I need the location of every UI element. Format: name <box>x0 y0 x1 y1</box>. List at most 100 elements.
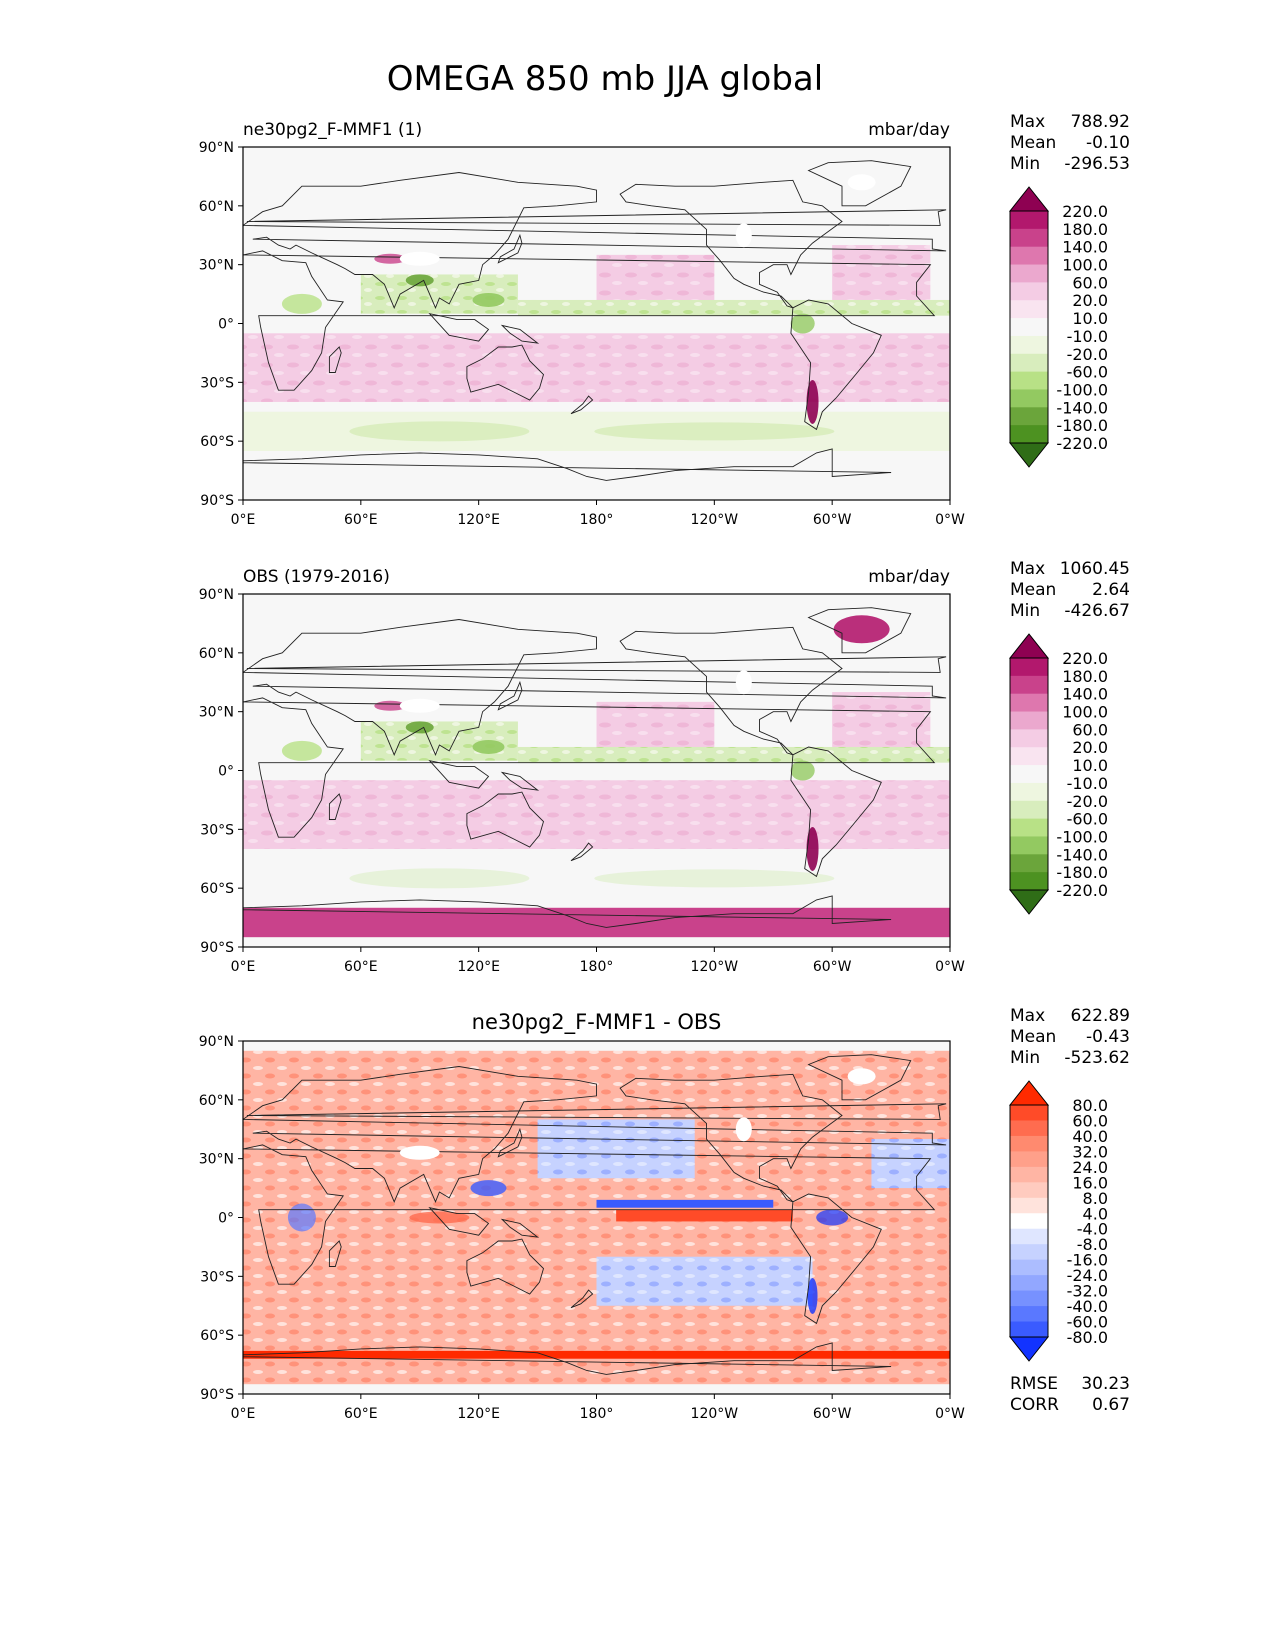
colorbar-segment <box>1010 335 1048 355</box>
colorbar-label: -8.0 <box>1077 1235 1108 1254</box>
colorbar-segment <box>1010 1321 1048 1338</box>
colorbar-label: 24.0 <box>1072 1158 1108 1177</box>
lat-tick-label: 90°N <box>199 140 234 156</box>
stat-label-min: Min <box>1010 601 1040 621</box>
colorbar-extend-min <box>1008 889 1050 915</box>
coastline-newguinea <box>500 771 540 791</box>
subsidence-spot <box>806 379 819 424</box>
colorbar-test: 220.0180.0140.0100.060.020.010.0-10.0-20… <box>1008 186 1108 468</box>
panels: ne30pg2_F-MMF1 (1) mbar/day 90°N 60°N 30°N 0°… <box>199 112 1130 1422</box>
stat-value-mean: -0.10 <box>1086 133 1130 153</box>
colorbar-label: 16.0 <box>1072 1173 1108 1192</box>
colorbar-label: 8.0 <box>1083 1189 1108 1208</box>
coastline-greenland <box>807 160 912 207</box>
negative-spot <box>470 1180 507 1197</box>
colorbar-segment <box>1010 246 1048 266</box>
colorbar-segment <box>1010 211 1048 230</box>
colorbar-label: 10.0 <box>1072 756 1108 775</box>
colorbar-label: 100.0 <box>1062 703 1108 722</box>
colorbar-segment <box>1010 1151 1048 1168</box>
antarctic-edge-positive <box>243 1350 950 1359</box>
colorbar-segment <box>1010 1306 1048 1323</box>
lon-tick-label: 60°E <box>344 959 378 975</box>
colorbar-diff: 80.060.040.032.024.016.08.04.0-4.0-8.0-1… <box>1008 1080 1108 1362</box>
itcz-band <box>517 746 950 763</box>
colorbar-segment <box>1010 1228 1048 1245</box>
colorbar-label: -60.0 <box>1067 1313 1108 1332</box>
colorbar-label: 180.0 <box>1062 220 1108 239</box>
colorbar-label: 80.0 <box>1072 1096 1108 1115</box>
colorbar-segment <box>1010 1135 1048 1152</box>
colorbar-segment <box>1010 675 1048 695</box>
coastline-eurasia <box>243 1066 947 1203</box>
negative-spot <box>807 1277 818 1314</box>
stat-value-max: 788.92 <box>1071 112 1130 132</box>
map-field-ref <box>243 594 950 947</box>
stat-label-corr: CORR <box>1010 1395 1059 1415</box>
itcz-band <box>517 299 950 316</box>
coastline-uk <box>246 1103 947 1120</box>
coastline-greenland <box>807 607 912 654</box>
lat-tick-label: 90°S <box>200 1387 234 1403</box>
panel-diff: ne30pg2_F-MMF1 - OBS 90°N 60°N 30°N 0° 30°S 60… <box>199 1006 1130 1422</box>
colorbar-label: 60.0 <box>1072 273 1108 292</box>
panel-test: ne30pg2_F-MMF1 (1) mbar/day 90°N 60°N 30°N 0°… <box>199 112 1130 528</box>
diff-negative-field <box>537 1119 695 1179</box>
colorbar-extend-max <box>1008 186 1050 212</box>
colorbar-label: -180.0 <box>1056 416 1108 435</box>
lon-tick-label: 60°W <box>813 959 852 975</box>
coastline-antarctic <box>243 1342 892 1394</box>
stat-value-mean: 2.64 <box>1092 580 1130 600</box>
missing-data-area <box>399 1145 440 1160</box>
negative-spot <box>287 1203 316 1232</box>
colorbar-segment <box>1010 282 1048 301</box>
colorbar-frame <box>1009 657 1049 891</box>
figure-title: OMEGA 850 mb JJA global <box>387 59 823 99</box>
subsidence-band-atlantic <box>832 245 931 304</box>
lat-tick-label: 30°S <box>200 1269 234 1285</box>
missing-data-area <box>847 174 876 191</box>
colorbar-extend-min <box>1008 1336 1050 1362</box>
stat-label-max: Max <box>1010 1006 1045 1026</box>
colorbar-segment <box>1010 782 1048 802</box>
stat-label-mean: Mean <box>1010 133 1056 153</box>
colorbar-segment <box>1010 1120 1048 1137</box>
colorbar-segment <box>1010 353 1048 373</box>
coastline-indonesia <box>428 759 490 789</box>
lon-tick-label: 60°E <box>344 512 378 528</box>
coastline-japan <box>497 680 523 711</box>
subsidence-spot <box>374 700 407 711</box>
colorbar-segment <box>1010 425 1048 444</box>
ascent-spot <box>472 739 505 754</box>
lon-tick-label: 120°W <box>691 512 739 528</box>
colorbar-label: 32.0 <box>1072 1142 1108 1161</box>
negative-spot <box>816 1209 849 1226</box>
colorbar-label: -220.0 <box>1056 434 1108 453</box>
coastline-madagascar <box>328 346 342 373</box>
stat-value-max: 1060.45 <box>1060 559 1130 579</box>
lon-tick-label: 0°W <box>935 1406 965 1422</box>
ascent-spot <box>405 274 434 287</box>
lon-tick-label: 0°E <box>231 512 256 528</box>
lon-tick-label: 60°W <box>813 512 852 528</box>
lat-tick-label: 30°N <box>199 1152 234 1168</box>
ascent-spot <box>281 293 322 314</box>
stat-value-corr: 0.67 <box>1092 1395 1130 1415</box>
colorbar-segment <box>1010 854 1048 873</box>
lat-tick-label: 90°S <box>200 493 234 509</box>
stat-label-min: Min <box>1010 154 1040 174</box>
colorbar-label: -220.0 <box>1056 881 1108 900</box>
lat-tick-label: 30°S <box>200 822 234 838</box>
coastline-australia <box>466 344 545 401</box>
coastline-sam <box>790 746 882 878</box>
stat-value-mean: -0.43 <box>1086 1027 1130 1047</box>
colorbar-extend-max <box>1008 633 1050 659</box>
colorbar-segment <box>1010 264 1048 283</box>
panel-ref: OBS (1979-2016) mbar/day 90°N 60°N 30°N 0° 30°… <box>199 559 1130 975</box>
lon-tick-label: 60°E <box>344 1406 378 1422</box>
stat-value-min: -296.53 <box>1064 154 1130 174</box>
colorbar-label: -20.0 <box>1067 345 1108 364</box>
lon-tick-label: 120°E <box>457 959 500 975</box>
colorbar-label: -40.0 <box>1067 1297 1108 1316</box>
